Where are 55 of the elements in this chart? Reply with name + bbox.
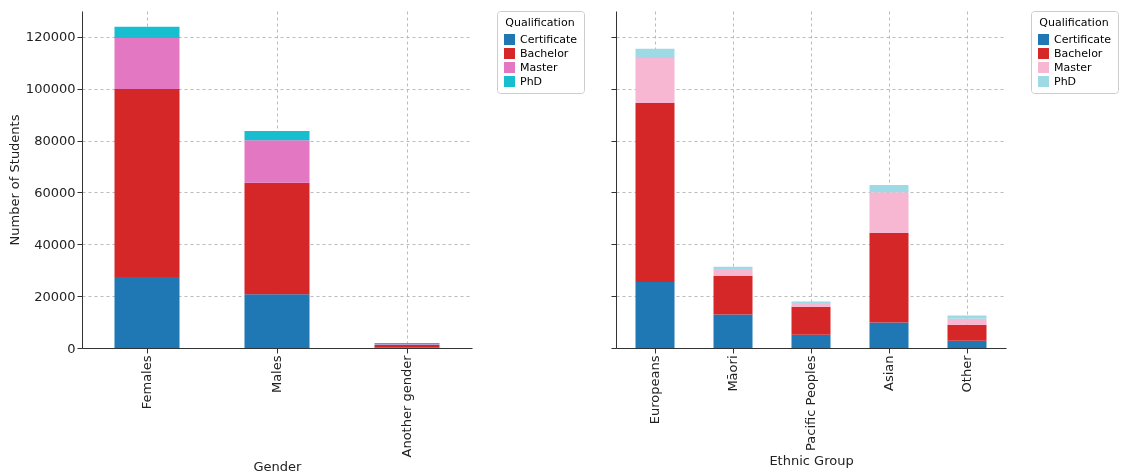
- bar: [244, 182, 310, 295]
- legend-label: Master: [520, 60, 559, 74]
- x-axis-title: Gender: [253, 459, 303, 473]
- bar: [114, 276, 180, 348]
- bar: [635, 48, 675, 58]
- bar: [114, 89, 180, 277]
- bar: [635, 103, 675, 282]
- bar: [713, 314, 753, 348]
- bar: [713, 268, 753, 276]
- legend-label: Bachelor: [1054, 46, 1103, 60]
- bar: [114, 26, 180, 38]
- x-tick-label: Asian: [881, 355, 896, 391]
- bar: [635, 281, 675, 348]
- bar: [635, 57, 675, 104]
- bar: [244, 131, 310, 141]
- bar: [947, 315, 987, 319]
- y-tick-label: 40000: [34, 236, 76, 252]
- bar: [791, 334, 831, 348]
- bar: [713, 266, 753, 269]
- y-tick-label: 100000: [25, 81, 76, 97]
- legend-label: Certificate: [1054, 32, 1112, 46]
- y-tick-label: 20000: [34, 288, 76, 304]
- x-tick-label: Males: [269, 355, 284, 394]
- x-tick-label: Another gender: [399, 354, 414, 458]
- y-tick-label: 0: [67, 340, 76, 356]
- legend-label: Certificate: [520, 32, 578, 46]
- bar: [791, 302, 831, 307]
- x-tick-label: Pacific Peoples: [803, 355, 818, 451]
- bar: [114, 37, 180, 90]
- bar: [947, 318, 987, 325]
- bar: [869, 184, 909, 193]
- y-tick-label: 80000: [34, 133, 76, 149]
- bar: [869, 322, 909, 348]
- bar: [244, 140, 310, 183]
- x-axis-title: Ethnic Group: [769, 452, 854, 468]
- legend-title: Qualification: [1039, 16, 1109, 29]
- bar: [869, 232, 909, 323]
- x-tick-label: Europeans: [647, 355, 662, 425]
- y-tick-label: 60000: [34, 184, 76, 200]
- bar: [791, 306, 831, 335]
- x-tick-label: Other: [959, 354, 974, 393]
- bar: [947, 324, 987, 341]
- bar: [244, 294, 310, 348]
- x-tick-label: Māori: [725, 355, 740, 392]
- bar: [869, 192, 909, 233]
- legend-title: Qualification: [505, 16, 575, 29]
- x-tick-label: Females: [139, 355, 154, 410]
- legend-label: PhD: [520, 74, 543, 88]
- legend-label: Master: [1054, 60, 1093, 74]
- bar: [713, 275, 753, 315]
- y-tick-label: 120000: [25, 29, 76, 45]
- legend-label: Bachelor: [520, 46, 569, 60]
- y-axis-title: Number of Students: [6, 114, 22, 246]
- legend-label: PhD: [1054, 74, 1077, 88]
- bar: [947, 340, 987, 348]
